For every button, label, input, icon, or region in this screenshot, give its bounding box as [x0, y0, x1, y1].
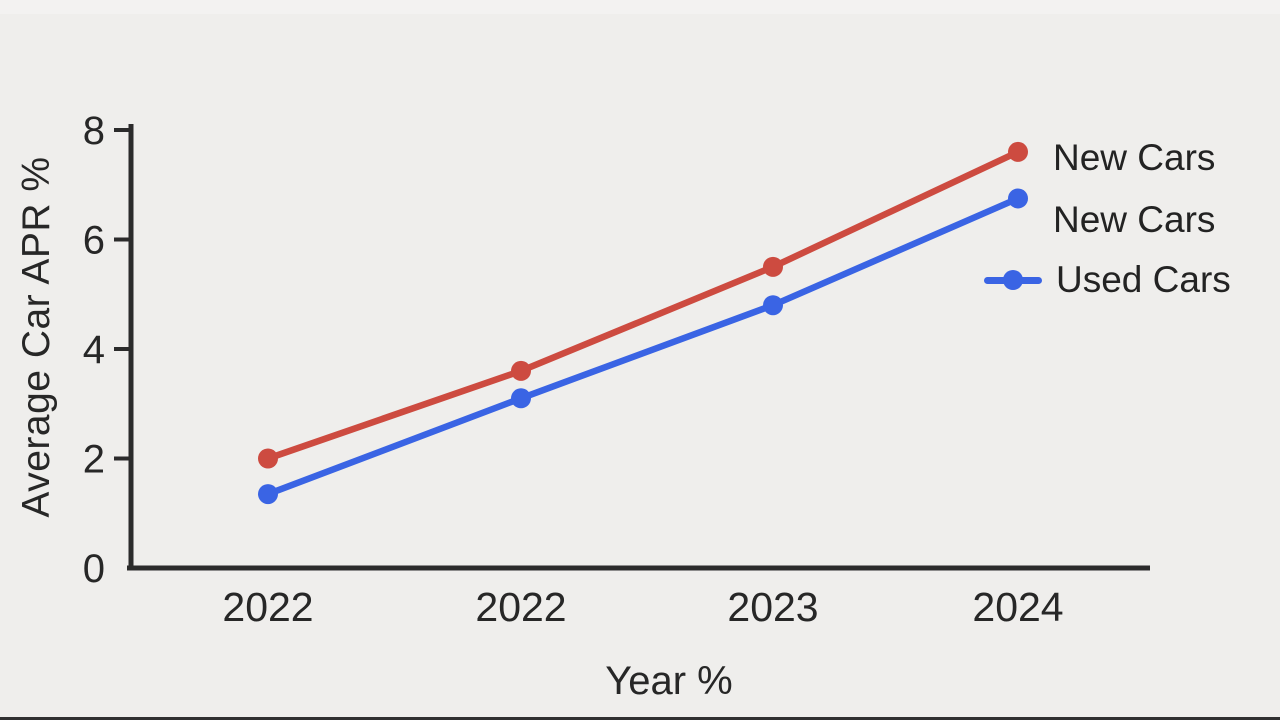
data-point-used-cars — [511, 388, 531, 409]
data-point-new-cars — [763, 256, 783, 277]
y-tick-label: 0 — [83, 547, 105, 591]
data-point-used-cars — [258, 484, 278, 505]
x-tick-label: 2024 — [972, 584, 1063, 630]
data-point-new-cars — [511, 360, 531, 381]
series-line-used-cars — [264, 195, 1022, 498]
x-tick-label: 2022 — [475, 584, 566, 630]
x-tick-label: 2022 — [222, 584, 313, 630]
y-tick-label: 4 — [83, 328, 105, 372]
x-axis-title: Year % — [605, 659, 733, 703]
series-line-new-cars — [264, 148, 1022, 462]
y-axis-title: Average Car APR % — [15, 156, 58, 518]
data-point-new-cars — [258, 448, 278, 469]
data-point-used-cars — [1008, 188, 1028, 209]
bottom-edge-strip — [0, 717, 1280, 720]
y-tick-label: 6 — [83, 219, 105, 263]
data-point-new-cars — [1008, 141, 1028, 162]
y-tick-label: 2 — [83, 438, 105, 482]
x-tick-label: 2023 — [727, 584, 818, 630]
top-light-band — [0, 0, 1280, 14]
y-tick-label: 8 — [83, 109, 105, 153]
data-point-used-cars — [763, 295, 783, 316]
